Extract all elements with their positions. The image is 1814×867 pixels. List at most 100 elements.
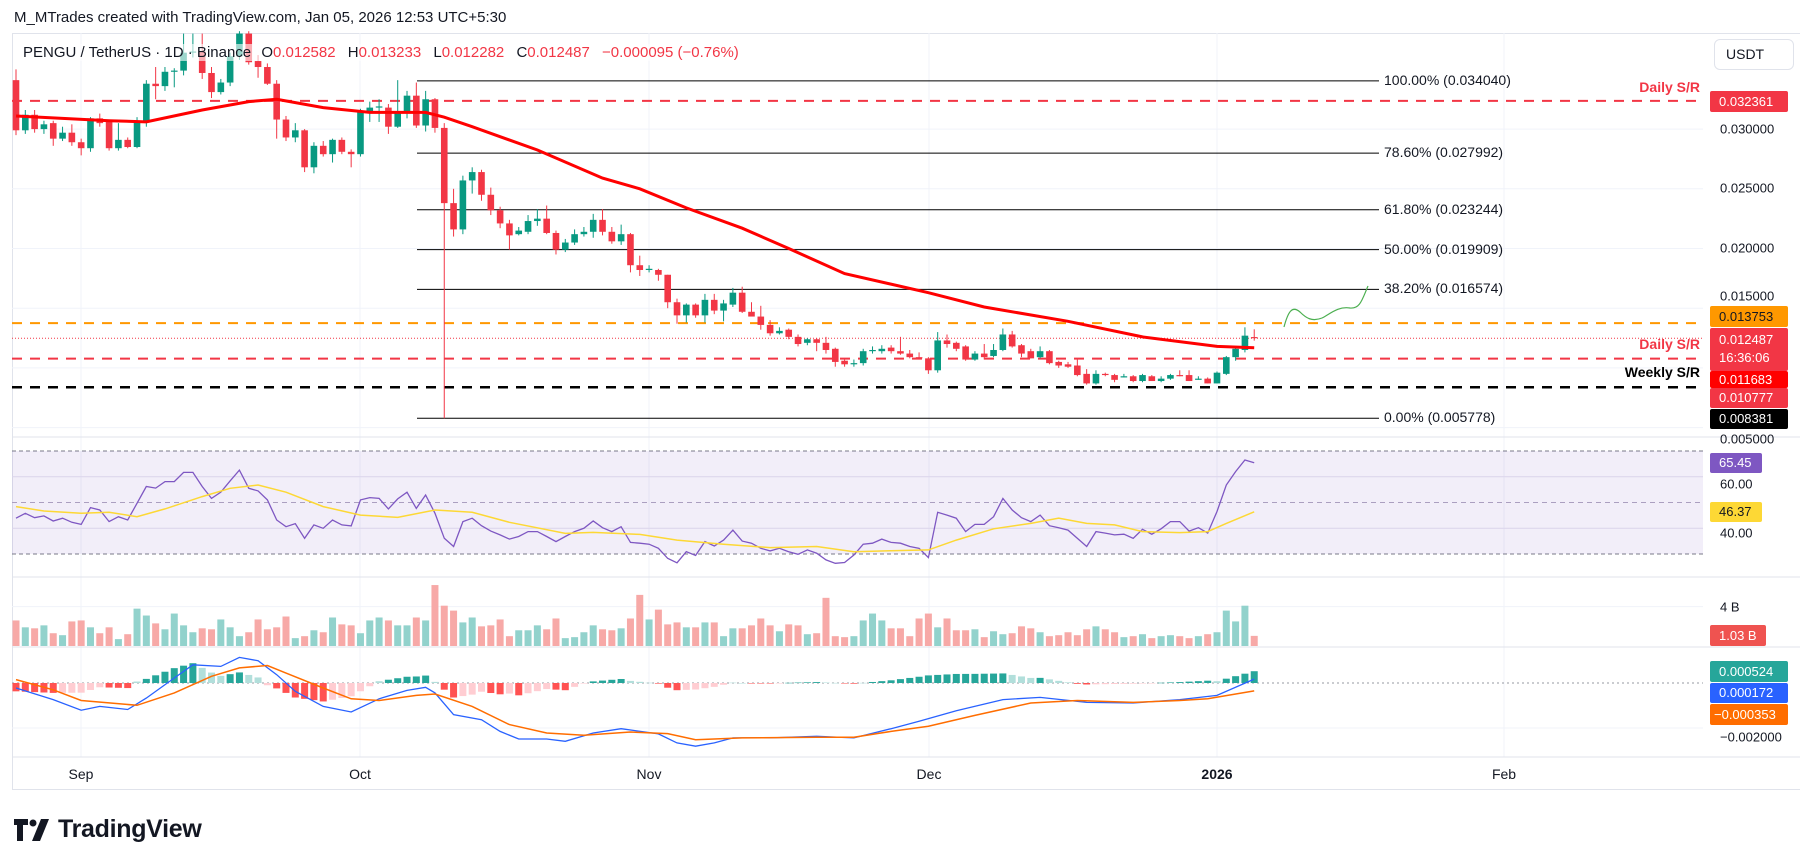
fib-label-786: 78.60% (0.027992) xyxy=(1384,144,1504,160)
candle-body xyxy=(561,242,569,250)
volume-bar xyxy=(710,622,718,646)
candle xyxy=(701,293,709,323)
macd-histogram-bar xyxy=(831,682,839,684)
candle xyxy=(534,209,541,226)
candle-body xyxy=(645,268,653,270)
candle xyxy=(1101,372,1109,377)
price-tick: 0.025000 xyxy=(1720,180,1775,196)
currency-button[interactable]: USDT xyxy=(1714,39,1794,70)
macd-line xyxy=(15,656,1255,747)
macd-histogram-bar xyxy=(412,676,420,683)
macd-histogram-bar xyxy=(12,683,20,692)
candle-body xyxy=(589,219,597,232)
candle xyxy=(1176,370,1184,377)
candle xyxy=(729,287,737,308)
candle xyxy=(831,347,839,367)
candle xyxy=(49,120,57,146)
candle xyxy=(971,351,979,361)
candle-body xyxy=(953,342,960,349)
volume-bar xyxy=(664,624,672,646)
candle-body xyxy=(124,139,132,148)
candle xyxy=(22,109,29,134)
candle xyxy=(208,67,215,99)
candle-body xyxy=(198,51,206,73)
volume-bar xyxy=(170,613,178,646)
candle-body xyxy=(366,107,374,113)
rsi-value-label: 65.45 xyxy=(1710,453,1762,473)
macd-histogram-bar xyxy=(301,683,309,699)
candle-body xyxy=(552,232,560,250)
candle xyxy=(757,305,765,330)
candle xyxy=(794,334,802,347)
macd-histogram-bar xyxy=(394,678,402,683)
signal-line-label: −0.000353 xyxy=(1710,704,1788,725)
volume-bar xyxy=(77,620,85,646)
volume-bar xyxy=(21,627,29,646)
candle xyxy=(1250,329,1258,341)
macd-histogram-bar xyxy=(636,681,644,683)
volume-bar xyxy=(1139,634,1147,646)
candle-body xyxy=(1167,375,1174,379)
candle-body xyxy=(720,303,727,311)
candle xyxy=(161,67,169,91)
tradingview-logo[interactable]: TradingView xyxy=(14,815,202,844)
candle xyxy=(683,303,690,323)
volume-bar xyxy=(1241,605,1249,646)
open-value: 0.012582 xyxy=(273,44,336,61)
macd-histogram-bar xyxy=(841,683,849,684)
macd-histogram-bar xyxy=(738,683,746,684)
volume-bar xyxy=(1157,636,1165,646)
volume-bar xyxy=(729,628,737,646)
macd-histogram-bar xyxy=(859,682,867,684)
fib-label-100: 100.00% (0.034040) xyxy=(1384,72,1511,88)
volume-bar xyxy=(906,636,914,646)
fib-label-618: 61.80% (0.023244) xyxy=(1384,201,1504,217)
volume-bar xyxy=(533,625,541,646)
candle xyxy=(897,336,904,355)
candle-body xyxy=(887,347,895,352)
symbol-title[interactable]: PENGU / TetherUS · 1D · Binance xyxy=(23,44,252,61)
candle-body xyxy=(1111,375,1118,380)
candle xyxy=(385,104,392,134)
rsi-ma-value-label: 46.37 xyxy=(1710,502,1762,522)
candle xyxy=(375,99,383,122)
macd-histogram-bar xyxy=(962,673,970,683)
volume-bar xyxy=(1083,629,1091,646)
candle-body xyxy=(748,311,755,317)
volume-bar xyxy=(478,626,485,646)
candle-body xyxy=(980,353,988,358)
candle-body xyxy=(1232,348,1239,358)
macd-histogram-bar xyxy=(1064,682,1072,683)
volume-bar xyxy=(794,625,802,646)
macd-histogram-bar xyxy=(282,683,290,693)
macd-histogram-bar xyxy=(1101,683,1109,685)
macd-histogram-bar xyxy=(943,674,951,683)
open-label: O xyxy=(261,44,273,61)
candle xyxy=(273,80,280,139)
candle-body xyxy=(161,71,169,87)
candle xyxy=(170,68,178,88)
candle xyxy=(990,344,997,358)
fib-label-50: 50.00% (0.019909) xyxy=(1384,241,1504,257)
macd-histogram-bar xyxy=(180,665,188,683)
candle-body xyxy=(301,130,308,168)
macd-histogram-bar xyxy=(68,683,76,693)
volume-bar xyxy=(412,617,420,646)
volume-bar xyxy=(915,618,923,646)
candle-body xyxy=(1018,345,1025,354)
candle xyxy=(589,213,597,238)
candle xyxy=(310,142,318,174)
volume-bar xyxy=(68,621,76,646)
volume-bar xyxy=(301,636,309,646)
macd-histogram-bar xyxy=(906,677,914,683)
macd-histogram-bar xyxy=(571,683,579,687)
volume-bar xyxy=(1176,636,1184,646)
candle xyxy=(673,298,681,324)
macd-histogram xyxy=(12,663,1258,702)
volume-bar xyxy=(263,629,271,646)
macd-histogram-bar xyxy=(599,680,607,683)
macd-histogram-bar xyxy=(21,683,29,692)
volume-bar xyxy=(1111,632,1119,646)
candle-body xyxy=(813,339,820,343)
